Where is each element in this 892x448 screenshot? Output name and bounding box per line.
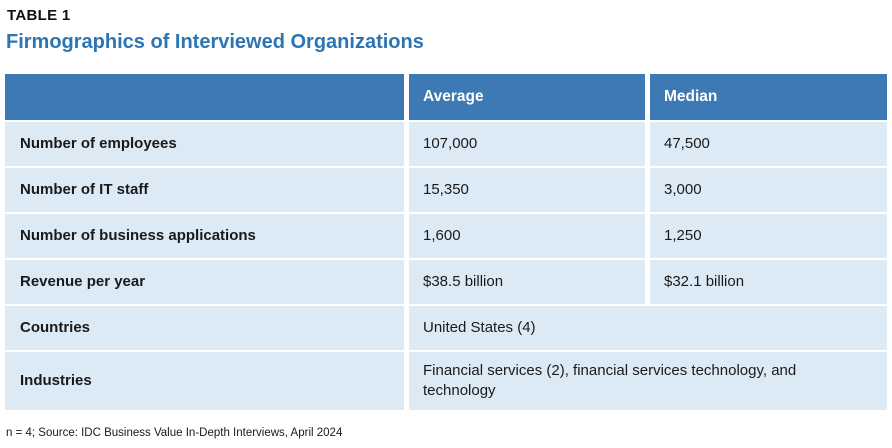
column-header-median: Median — [650, 74, 887, 120]
business-applications-average-value: 1,600 — [409, 214, 645, 258]
column-header-empty — [5, 74, 404, 120]
source-footnote: n = 4; Source: IDC Business Value In-Dep… — [6, 427, 343, 439]
row-label-employees: Number of employees — [5, 122, 404, 166]
firmographics-table: Average Median Number of employees 107,0… — [5, 74, 887, 410]
row-label-revenue: Revenue per year — [5, 260, 404, 304]
it-staff-median-value: 3,000 — [650, 168, 887, 212]
row-label-countries: Countries — [5, 306, 404, 350]
countries-value: United States (4) — [409, 306, 887, 350]
employees-median-value: 47,500 — [650, 122, 887, 166]
row-label-industries: Industries — [5, 352, 404, 410]
business-applications-median-value: 1,250 — [650, 214, 887, 258]
table-title: Firmographics of Interviewed Organizatio… — [6, 31, 424, 53]
table-label: TABLE 1 — [7, 7, 71, 24]
it-staff-average-value: 15,350 — [409, 168, 645, 212]
revenue-average-value: $38.5 billion — [409, 260, 645, 304]
row-label-it-staff: Number of IT staff — [5, 168, 404, 212]
industries-value: Financial services (2), financial servic… — [409, 352, 887, 410]
row-label-business-applications: Number of business applications — [5, 214, 404, 258]
column-header-average: Average — [409, 74, 645, 120]
employees-average-value: 107,000 — [409, 122, 645, 166]
revenue-median-value: $32.1 billion — [650, 260, 887, 304]
